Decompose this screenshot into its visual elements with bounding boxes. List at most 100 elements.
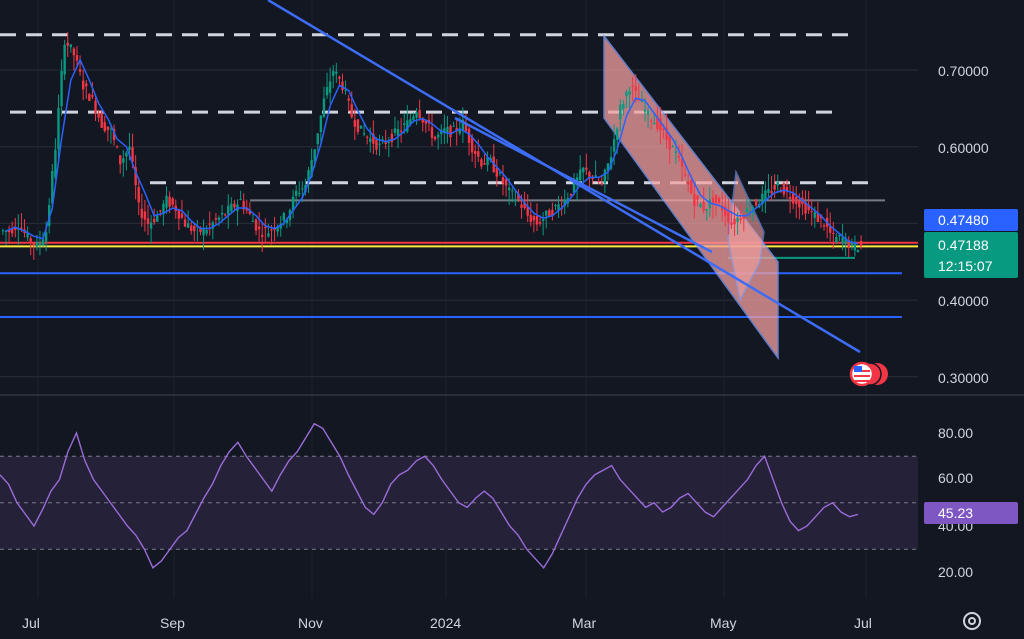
candle-body — [563, 199, 566, 206]
candle-body — [137, 187, 140, 203]
candle-body — [822, 225, 826, 227]
candle-body — [264, 227, 267, 229]
candle-body — [387, 141, 390, 143]
candle-body — [616, 128, 619, 140]
candle-body — [285, 219, 289, 224]
candle-body — [51, 170, 54, 204]
candle-body — [795, 196, 798, 204]
candle-body — [270, 229, 273, 231]
candle-body — [850, 241, 854, 246]
candle-body — [341, 81, 344, 91]
candle-body — [159, 210, 162, 212]
candle-body — [591, 178, 594, 180]
candle-body — [514, 199, 517, 201]
candle-body — [29, 238, 32, 244]
rsi-value-label: 45.23 — [938, 505, 973, 521]
candle-body — [810, 211, 813, 213]
candle-body — [662, 128, 665, 130]
rsi-indicator — [0, 422, 859, 570]
candle-body — [767, 188, 770, 193]
candle-body — [168, 196, 171, 207]
candle-body — [446, 127, 449, 133]
candle-body — [708, 199, 712, 209]
candle-body — [643, 110, 647, 112]
candle-body — [569, 193, 573, 195]
candle-body — [14, 226, 17, 230]
candle-body — [152, 219, 156, 223]
candle-body — [390, 133, 394, 143]
candle-body — [467, 128, 471, 143]
candle-body — [316, 133, 319, 145]
candle-body — [594, 175, 597, 178]
candle-body — [248, 209, 252, 214]
candle-body — [54, 149, 57, 178]
candle-body — [785, 187, 789, 191]
trendlines — [267, 0, 861, 354]
candle-body — [109, 128, 113, 130]
candle-body — [489, 157, 492, 161]
time-tick: Nov — [298, 615, 323, 631]
candle-body — [418, 110, 421, 119]
candle-body — [720, 205, 724, 211]
candle-body — [597, 180, 600, 183]
candle-body — [69, 44, 73, 48]
candle-body — [421, 118, 424, 123]
time-axis[interactable]: Jul Sep Nov 2024 Mar May Jul — [22, 615, 872, 631]
candle-body — [162, 203, 165, 215]
candle-body — [88, 94, 91, 101]
candle-body — [156, 215, 159, 222]
candle-body — [538, 221, 542, 224]
candle-body — [186, 223, 190, 228]
candle-body — [57, 107, 60, 150]
candle-body — [94, 100, 97, 114]
candle-body — [322, 98, 326, 117]
candle-body — [711, 197, 715, 205]
candle-body — [646, 110, 650, 115]
candle-body — [551, 209, 554, 217]
candle-body — [585, 167, 588, 170]
candle-body — [350, 104, 353, 118]
candle-body — [548, 210, 551, 217]
candle-body — [545, 210, 548, 216]
gear-icon[interactable] — [963, 612, 981, 630]
trend-line — [454, 116, 713, 254]
candle-body — [495, 168, 499, 177]
candle-body — [520, 204, 523, 208]
candle-body — [190, 225, 193, 232]
candle-body — [294, 190, 298, 196]
candle-body — [72, 48, 76, 56]
candle-body — [44, 232, 48, 242]
candle-body — [736, 217, 739, 222]
candle-body — [415, 112, 418, 118]
candle-body — [436, 134, 440, 138]
candle-body — [180, 213, 184, 218]
candle-body — [328, 81, 332, 93]
candle-body — [458, 129, 461, 134]
candle-body — [733, 218, 736, 225]
candle-body — [396, 129, 400, 136]
candle-body — [112, 128, 116, 140]
us-flag-icon[interactable] — [849, 361, 888, 387]
candle-body — [693, 193, 696, 207]
candle-body — [375, 139, 378, 150]
candle-body — [122, 158, 125, 163]
candle-body — [223, 214, 227, 216]
candle-body — [612, 139, 616, 152]
candle-body — [702, 201, 705, 212]
candle-body — [131, 147, 134, 162]
candle-body — [63, 44, 66, 75]
candle-body — [365, 136, 369, 138]
candle-body — [578, 169, 582, 181]
candle-body — [680, 158, 684, 167]
candle-body — [847, 240, 850, 249]
candle-body — [625, 91, 628, 97]
flag-channel — [727, 169, 765, 303]
candle-body — [217, 217, 221, 221]
candle-body — [634, 86, 637, 92]
price-axis[interactable]: 0.70000 0.60000 0.40000 0.30000 — [938, 63, 989, 386]
candle-body — [251, 220, 255, 222]
candle-body — [319, 115, 323, 133]
candle-body — [325, 87, 329, 96]
candle-body — [511, 190, 514, 192]
